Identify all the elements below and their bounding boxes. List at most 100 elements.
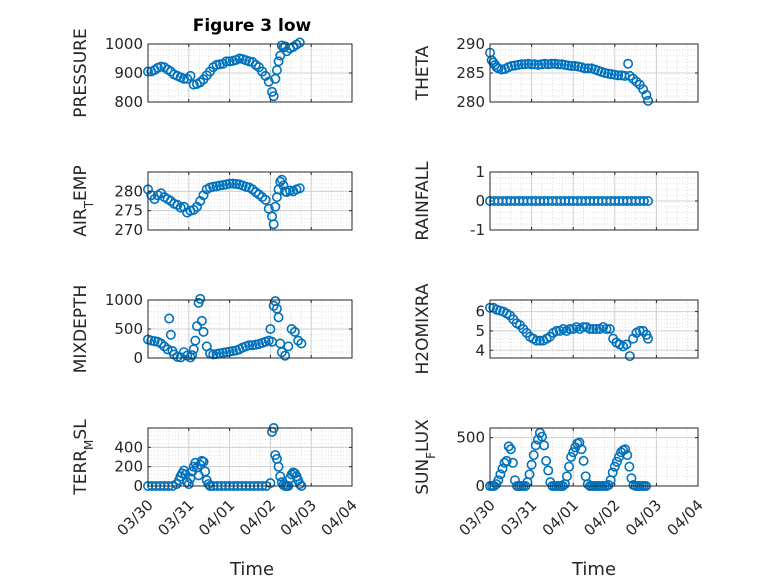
data-point — [294, 479, 305, 490]
data-point — [516, 59, 527, 70]
data-point — [524, 469, 535, 480]
y-tick-label: 285 — [456, 64, 485, 82]
x-axis-label-left: Time — [229, 559, 274, 580]
x-axis-label-right: Time — [571, 559, 616, 580]
data-point — [221, 56, 232, 67]
data-point — [190, 335, 201, 346]
data-point — [195, 293, 206, 304]
y-axis-label: SUNFLUX — [413, 419, 438, 495]
data-point — [609, 461, 620, 472]
axes-box — [489, 427, 699, 487]
y-tick-label: 0 — [475, 192, 485, 210]
data-point — [604, 323, 615, 334]
data-point — [526, 59, 537, 70]
plot-area — [148, 428, 352, 486]
data-point — [579, 63, 590, 74]
data-point — [531, 335, 542, 346]
data-point — [265, 323, 276, 334]
y-tick-label: 200 — [114, 458, 143, 476]
y-tick-label: 4 — [475, 341, 485, 359]
data-point — [603, 480, 614, 491]
y-tick-label: 275 — [114, 202, 143, 220]
data-point — [296, 338, 307, 349]
data-point — [268, 219, 279, 230]
data-point — [267, 86, 278, 97]
data-point — [270, 201, 281, 212]
data-point — [203, 479, 214, 490]
data-point — [505, 444, 516, 455]
y-tick-label: 5 — [475, 322, 485, 340]
y-tick-label: 500 — [114, 320, 143, 338]
data-point — [187, 350, 198, 361]
data-point — [507, 457, 518, 468]
data-point — [541, 455, 552, 466]
data-point — [546, 58, 557, 69]
data-point — [588, 323, 599, 334]
data-point — [623, 58, 634, 69]
data-point — [198, 326, 209, 337]
data-point — [584, 323, 595, 334]
y-tick-label: 290 — [456, 35, 485, 53]
data-point — [621, 339, 632, 350]
data-point — [539, 440, 550, 451]
y-tick-label: 1 — [475, 163, 485, 181]
y-tick-label: -1 — [470, 221, 485, 239]
data-point — [185, 70, 196, 81]
subplot-3: -1 0 1 RAINFALL — [413, 161, 699, 241]
y-axis-label: RAINFALL — [413, 161, 433, 241]
data-point — [497, 463, 508, 474]
data-point — [607, 467, 618, 478]
data-point — [566, 451, 577, 462]
data-point — [260, 194, 271, 205]
data-point — [643, 95, 654, 106]
data-point — [188, 204, 199, 215]
data-point — [224, 178, 235, 189]
axes-box — [147, 427, 353, 487]
data-point — [578, 322, 589, 333]
data-point — [275, 471, 286, 482]
data-point — [495, 469, 506, 480]
data-point — [183, 479, 194, 490]
y-tick-label: 900 — [114, 64, 143, 82]
data-point — [162, 344, 173, 355]
data-point — [501, 455, 512, 466]
data-point — [643, 333, 654, 344]
data-point — [611, 456, 622, 467]
subplot-4: 0 500 1000 MIXDEPTH — [71, 285, 353, 373]
data-point — [564, 323, 575, 334]
data-point — [528, 450, 539, 461]
data-point — [619, 70, 630, 81]
data-point — [543, 465, 554, 476]
data-point — [185, 352, 196, 363]
data-point — [268, 91, 279, 102]
data-point — [164, 313, 175, 324]
y-tick-label: 280 — [456, 93, 485, 111]
y-axis-label: PRESSURE — [71, 28, 91, 117]
data-point — [564, 461, 575, 472]
data-point — [493, 475, 504, 486]
data-point — [196, 315, 207, 326]
data-point — [208, 181, 219, 192]
y-axis-label: AIRTEMP — [71, 165, 96, 236]
y-tick-label: 270 — [114, 221, 143, 239]
y-tick-label: 280 — [114, 182, 143, 200]
y-tick-label: 0 — [133, 477, 143, 495]
data-point — [294, 183, 305, 194]
data-point — [566, 61, 577, 72]
data-point — [276, 174, 287, 185]
data-point — [289, 326, 300, 337]
data-point — [165, 329, 176, 340]
data-point — [294, 37, 305, 48]
y-tick-label: 800 — [114, 93, 143, 111]
data-point — [622, 450, 633, 461]
data-point — [231, 178, 242, 189]
data-point — [578, 455, 589, 466]
data-point — [175, 352, 186, 363]
subplot-1: 280 285 290 THETA — [413, 35, 699, 111]
data-point — [574, 437, 585, 448]
data-point — [198, 456, 209, 467]
data-point — [244, 340, 255, 351]
